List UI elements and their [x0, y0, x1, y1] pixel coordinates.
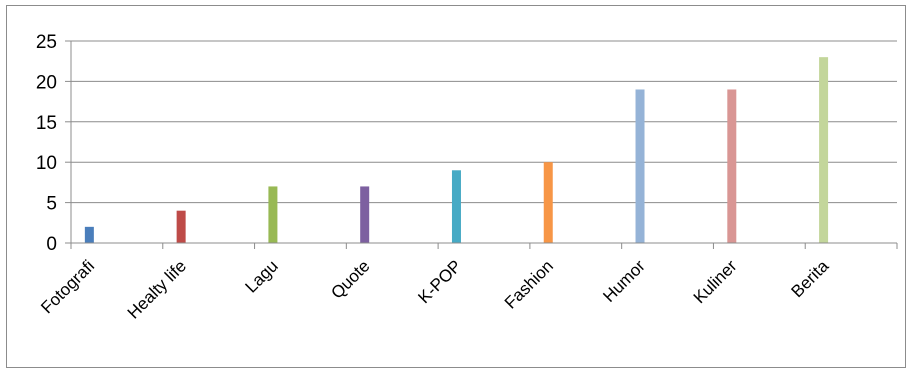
- bar-fotografi: [84, 226, 94, 243]
- bar-healty-life: [176, 210, 186, 243]
- x-axis-category-label: Fashion: [501, 256, 557, 312]
- x-axis-category-label: Berita: [788, 256, 833, 301]
- y-axis-tick-label: 15: [36, 113, 57, 134]
- bar-lagu: [268, 186, 278, 243]
- x-axis-category-label: Kuliner: [690, 256, 741, 307]
- bar-fashion: [543, 162, 553, 243]
- gridlines: [71, 40, 897, 204]
- y-axis-tick-label: 0: [46, 234, 57, 255]
- axes: [65, 40, 898, 249]
- y-axis-tick-label: 10: [36, 153, 57, 174]
- x-axis-category-label: Quote: [327, 256, 373, 302]
- y-axis-tick-labels: 0 5 10 15 20 25: [36, 32, 57, 255]
- x-axis-category-label: Healty life: [124, 256, 190, 322]
- bar-humor: [635, 89, 645, 243]
- y-axis-tick-label: 5: [46, 194, 57, 215]
- bar-kuliner: [727, 89, 737, 243]
- x-axis-category-label: Humor: [599, 256, 649, 306]
- bars: [84, 57, 829, 243]
- x-axis-category-label: Fotografi: [37, 256, 98, 317]
- y-axis-tick-label: 25: [36, 32, 57, 53]
- bar-berita: [819, 57, 829, 243]
- x-axis-tick-labels: Fotografi Healty life Lagu Quote K-POP Fashio…: [37, 256, 832, 323]
- bar-k-pop: [451, 170, 461, 243]
- x-axis-category-label: K-POP: [414, 256, 465, 307]
- x-axis-category-label: Lagu: [242, 256, 282, 296]
- y-axis-tick-label: 20: [36, 72, 57, 93]
- bar-quote: [360, 186, 370, 243]
